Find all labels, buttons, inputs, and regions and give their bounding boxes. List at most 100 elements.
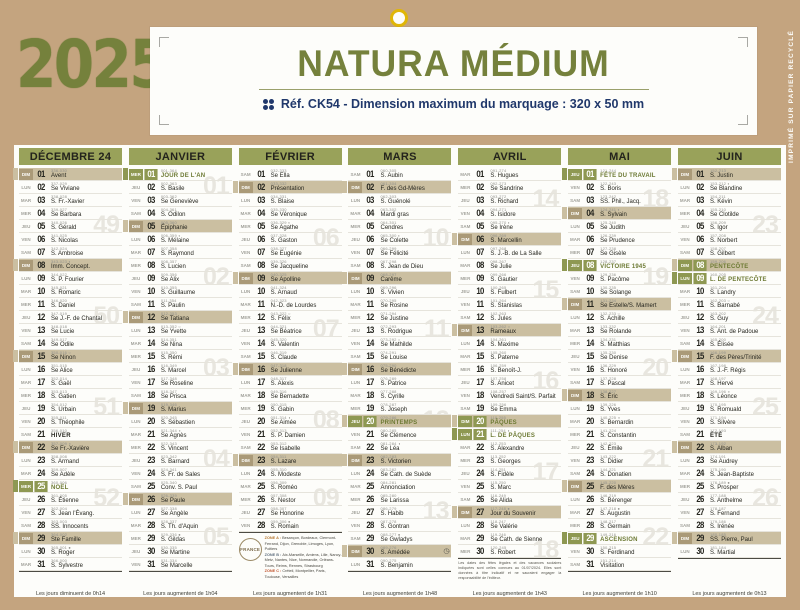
saint-name: S. Anthelme <box>709 498 743 505</box>
day-of-year: 025-340 <box>160 480 177 485</box>
day-number: 27 <box>256 506 265 518</box>
day-abbrev: JEU <box>570 444 580 450</box>
day-number: 08 <box>37 259 45 271</box>
day-abbrev: MAR <box>240 301 251 307</box>
day-number: 13 <box>586 324 594 336</box>
day-abbrev: VEN <box>570 184 580 190</box>
day-text: 051-314 ◑ Se Aimée <box>269 416 342 427</box>
day-text: 027-338 Se Angèle <box>159 507 232 518</box>
saint-name: Se Sandrine <box>490 186 524 193</box>
day-number: 24 <box>586 467 594 479</box>
day-text: 022-343 S. Vincent <box>159 442 232 453</box>
day-of-year: 063-302 <box>380 207 397 212</box>
day-abbrev: LUN <box>677 272 692 284</box>
day-of-year: 347-019 <box>51 311 68 316</box>
day-number: 30 <box>147 545 155 557</box>
day-of-year: 090-275 <box>380 558 397 563</box>
daylight-saving-clock-icon: ◷ <box>443 547 450 555</box>
day-text: 158-207 S. Gilbert <box>708 247 781 258</box>
day-number: 07 <box>147 246 155 258</box>
month-column-3: FÉVRIER 06 07 08 09 SAM 01 032-333 Se Ella DIM 02 0… <box>232 148 342 601</box>
day-of-year: 010-355 <box>160 285 177 290</box>
day-text: 057-308 S. Nestor <box>269 494 342 505</box>
day-number: 14 <box>586 337 594 349</box>
day-text: 366-000 S. Sylvestre <box>49 559 122 570</box>
day-of-year: 150-215 <box>600 545 617 550</box>
day-abbrev: SAM <box>130 392 141 398</box>
day-row: JEU 13 044-321 Se Béatrice <box>238 324 342 337</box>
day-text: 084-281 Annonciation <box>378 481 451 492</box>
day-abbrev: LUN <box>460 249 470 255</box>
saint-name: S. Constantin <box>600 433 637 440</box>
day-text: 357-009 ◑ Se Fr.-Xavière <box>49 442 122 453</box>
day-row: JEU 05 340-026 S. Gérald <box>19 220 122 233</box>
day-row: SAM 10 130-235 Se Solange <box>568 285 672 298</box>
day-text: 093-272 S. Richard <box>488 195 561 206</box>
day-text: 118-247 Se Valérie <box>488 520 561 531</box>
day-row: JEU 20 051-314 ◑ Se Aimée <box>238 415 342 428</box>
day-abbrev: VEN <box>460 483 470 489</box>
saint-name: S. Kévin <box>709 199 733 206</box>
day-of-year: 023-342 <box>160 454 177 459</box>
day-row: LUN 02 153-212 ◐ Se Blandine <box>677 181 781 194</box>
saint-name: S. Fernand <box>709 511 740 518</box>
saint-name: Se Mathilde <box>380 342 413 349</box>
saint-name: S. Vincent <box>160 446 189 453</box>
saint-name: S. Robert <box>490 550 516 557</box>
day-row: VEN 09 129-236 S. Pacôme <box>568 272 672 285</box>
day-abbrev: JEU <box>680 314 690 320</box>
day-number: 27 <box>366 506 375 518</box>
day-abbrev: DIM <box>348 363 363 375</box>
day-of-year: 350-016 ○ <box>51 350 72 355</box>
day-number: 21 <box>147 428 155 440</box>
day-of-year: 026-339 <box>160 493 177 498</box>
day-text: 024-341 S. Fr. de Sales <box>159 468 232 479</box>
day-number: 27 <box>476 506 485 518</box>
day-abbrev: DIM <box>128 311 143 323</box>
day-row: JEU 13 072-293 S. Rodrigue <box>348 324 452 337</box>
day-of-year: 158-207 <box>709 246 727 251</box>
saint-name: Avent <box>51 173 67 180</box>
day-row: SAM 21 356-010 HIVER <box>19 428 122 441</box>
day-row: MER 25 360-006 NOËL <box>13 480 122 493</box>
day-of-year: 080-285 <box>380 428 397 433</box>
day-text: 078-287 S. Joseph <box>378 403 451 414</box>
day-row: MAR 18 049-316 Se Bernadette <box>238 389 342 402</box>
day-text: 132-233 ○ S. Achille <box>598 312 671 323</box>
day-of-year: 084-281 <box>380 480 397 485</box>
day-text: 171-194 S. Silvère <box>708 416 781 427</box>
day-number: 02 <box>366 181 375 193</box>
day-of-year: 094-271 <box>490 207 507 212</box>
day-row: VEN 11 101-264 S. Stanislas <box>458 298 562 311</box>
saint-name: Se J.-F. de Chantal <box>51 316 103 323</box>
day-number: 28 <box>256 519 265 531</box>
day-text: 346-020 S. Daniel <box>49 299 122 310</box>
day-text: 099-266 S. Gautier <box>488 273 561 284</box>
day-abbrev: DIM <box>348 181 363 193</box>
day-abbrev: MER <box>240 223 251 229</box>
day-text: 066-299 Se Félicité <box>378 247 451 258</box>
saint-name: S. Gontran <box>380 524 410 531</box>
saint-name: S. Nestor <box>270 498 296 505</box>
day-abbrev: VEN <box>680 236 690 242</box>
side-print-note: IMPRIMÉ SUR PAPIER RECYCLÉ <box>788 30 795 163</box>
day-text: 152-213 S. Justin <box>708 169 781 180</box>
day-of-year: 060-305 <box>380 168 397 173</box>
day-text: 103-262 ○ Rameaux <box>488 325 561 336</box>
day-abbrev: SAM <box>350 262 361 268</box>
day-of-year: 108-257 <box>490 389 507 394</box>
saint-name: S. Aubin <box>380 173 403 180</box>
day-text: 135-230 Se Denise <box>598 351 671 362</box>
day-of-year: 357-009 ◑ <box>51 441 72 446</box>
week-number-watermark: 11 <box>424 315 449 343</box>
day-number: 20 <box>586 415 594 427</box>
day-of-year: 123-242 <box>600 194 617 199</box>
saint-name: Se Honorine <box>270 511 305 518</box>
zone-line: ZONE A : Besançon, Bordeaux, Clermont-Fe… <box>265 536 342 553</box>
day-text: 106-259 S. Benoît-J. <box>488 364 561 375</box>
day-abbrev: LUN <box>458 428 473 440</box>
day-abbrev: LUN <box>21 275 31 281</box>
day-abbrev: SAM <box>570 561 581 567</box>
week-number-watermark: 15 <box>532 276 560 304</box>
saint-name: Se Valérie <box>490 524 518 531</box>
